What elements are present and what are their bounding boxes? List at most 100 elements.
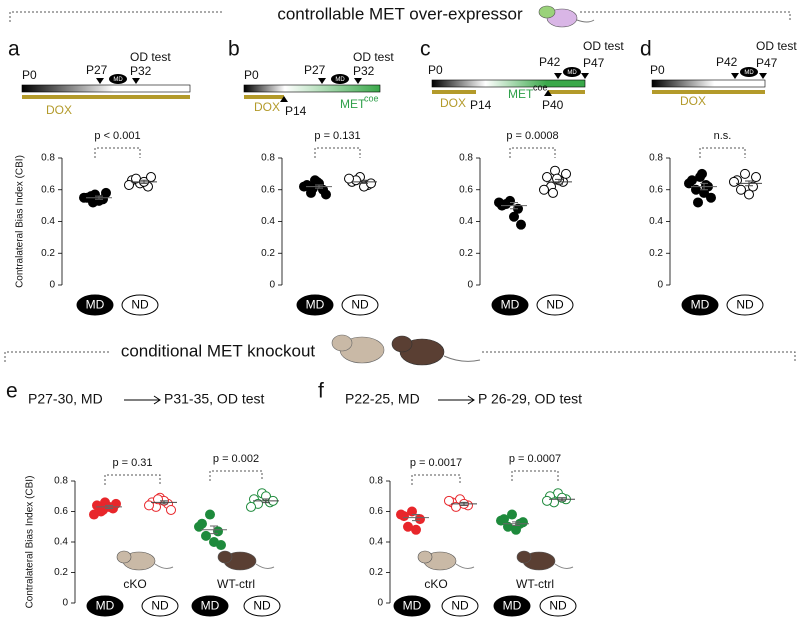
timeline-marker xyxy=(354,78,362,84)
significance-bracket xyxy=(209,470,263,481)
timeline-marker xyxy=(96,78,104,84)
group-label: MD xyxy=(503,599,522,613)
group-label: ND xyxy=(351,298,369,312)
y-tick-label: 0.6 xyxy=(261,184,275,195)
mouse-tail xyxy=(554,563,574,569)
group-label: MD xyxy=(86,298,105,312)
timeline-bar xyxy=(243,84,381,93)
y-tick-label: 0 xyxy=(62,598,68,609)
significance-bracket xyxy=(314,147,361,158)
timeline-marker xyxy=(554,73,562,79)
protocol-label: P 26-29, OD test xyxy=(478,391,582,407)
data-point xyxy=(415,514,425,525)
protocol-label: P31-35, OD test xyxy=(164,391,264,407)
group-badge xyxy=(681,294,719,316)
group-badge xyxy=(493,595,531,617)
protocol-label: P27-30, MD xyxy=(28,391,103,407)
group-badge xyxy=(191,595,229,617)
arrow xyxy=(438,395,475,405)
genotype-label: cKO xyxy=(123,577,146,591)
data-point xyxy=(507,509,517,520)
data-point xyxy=(744,189,754,200)
timeline-marker xyxy=(132,78,140,84)
timeline-label: P0 xyxy=(650,63,665,77)
timeline-label: P32 xyxy=(353,64,375,78)
data-point xyxy=(494,197,504,208)
p-value: p = 0.131 xyxy=(314,130,360,142)
timeline-label: P0 xyxy=(428,63,443,77)
group-badge xyxy=(296,294,334,316)
timeline-label: P47 xyxy=(756,56,778,70)
group-label: ND xyxy=(549,599,567,613)
y-tick-label: 0.2 xyxy=(54,567,68,578)
timeline-label: MET xyxy=(508,87,534,101)
timeline-label: OD test xyxy=(130,50,171,64)
group-label: ND xyxy=(151,599,169,613)
timeline-bar xyxy=(651,79,766,88)
timeline-bar xyxy=(431,79,586,88)
group-badge xyxy=(441,595,479,617)
y-tick-label: 0.8 xyxy=(41,153,55,164)
timeline-label: P32 xyxy=(130,64,152,78)
dox-bar xyxy=(432,90,476,94)
significance-bracket xyxy=(104,474,161,485)
y-tick-label: 0.2 xyxy=(369,567,383,578)
timeline-label: MD xyxy=(113,77,123,83)
mouse-icon xyxy=(538,5,595,28)
group-badge xyxy=(141,595,179,617)
group-label: MD xyxy=(201,599,220,613)
y-tick-label: 0.4 xyxy=(261,216,275,227)
data-point xyxy=(89,509,99,520)
error-bar xyxy=(140,179,148,184)
timeline-marker xyxy=(280,96,288,102)
group-label: ND xyxy=(131,298,149,312)
p-value: p < 0.001 xyxy=(94,130,140,142)
data-point xyxy=(740,168,750,179)
data-point xyxy=(213,526,223,537)
timeline-label: P27 xyxy=(86,63,108,77)
timeline-label: OD test xyxy=(583,39,624,53)
y-tick-label: 0.6 xyxy=(41,184,55,195)
y-tick-label: 0.2 xyxy=(459,248,473,259)
timeline-label: coe xyxy=(364,93,379,103)
panel-letter: c xyxy=(420,38,431,61)
mouse-tail xyxy=(455,563,475,569)
timeline-label: P14 xyxy=(285,104,307,118)
genotype-label: WT-ctrl xyxy=(217,577,255,591)
timeline-label: P47 xyxy=(583,56,605,70)
timeline-marker xyxy=(581,73,589,79)
group-badge xyxy=(243,595,281,617)
panel-letter: a xyxy=(8,38,20,61)
timeline-label: DOX xyxy=(440,96,466,110)
error-bar xyxy=(510,201,518,210)
protocol-label: P22-25, MD xyxy=(345,391,420,407)
data-point xyxy=(111,498,121,509)
timeline-marker xyxy=(731,73,739,79)
data-point xyxy=(444,495,454,506)
timeline-label: OD test xyxy=(756,39,797,53)
group-label: MD xyxy=(403,599,422,613)
y-tick-label: 0.4 xyxy=(54,537,68,548)
y-tick-label: 0.2 xyxy=(261,248,275,259)
significance-bracket xyxy=(511,470,559,481)
data-point xyxy=(693,197,703,208)
y-tick-label: 0.8 xyxy=(54,476,68,487)
genotype-label: WT-ctrl xyxy=(516,577,554,591)
error-bar xyxy=(745,180,753,187)
section-title: controllable MET over-expressor xyxy=(277,4,523,23)
panel-letter: f xyxy=(318,380,324,403)
group-badge xyxy=(726,294,764,316)
group-badge xyxy=(539,595,577,617)
data-point xyxy=(98,504,108,515)
panel-letter: d xyxy=(640,38,652,61)
data-point xyxy=(516,219,526,230)
timeline-marker xyxy=(544,90,552,96)
dox-bar xyxy=(244,95,284,99)
p-value: p = 0.31 xyxy=(112,457,152,469)
error-bar xyxy=(105,504,113,509)
group-badge xyxy=(491,294,529,316)
timeline-label: MD xyxy=(744,70,754,76)
group-badge xyxy=(393,595,431,617)
p-value: p = 0.0008 xyxy=(506,130,558,142)
